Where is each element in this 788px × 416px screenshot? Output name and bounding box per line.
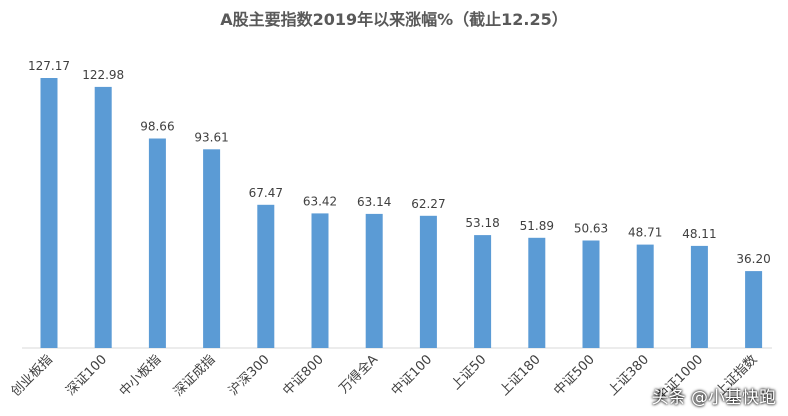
category-label: 中证800: [280, 352, 327, 399]
bar: [40, 78, 58, 348]
data-label: 48.71: [628, 226, 662, 240]
data-label: 62.27: [411, 197, 445, 211]
category-label: 创业板指: [8, 352, 55, 399]
bars-layer: [40, 78, 763, 349]
category-label: 沪深300: [225, 352, 272, 399]
bar: [582, 240, 600, 348]
data-label: 63.42: [303, 194, 337, 208]
category-label: 深证100: [63, 352, 110, 399]
bar: [528, 237, 546, 348]
data-label: 122.98: [82, 68, 124, 82]
data-label: 51.89: [520, 219, 554, 233]
data-label: 48.11: [682, 227, 716, 241]
bar: [148, 138, 166, 348]
value-labels-layer: 127.17 122.98 98.66 93.61 67.47 63.42 63.14 62.…: [28, 59, 771, 266]
data-label: 36.20: [736, 252, 770, 266]
bar: [690, 245, 708, 348]
data-label: 98.66: [140, 120, 174, 134]
category-label: 深证成指: [171, 352, 218, 399]
bar: [636, 244, 654, 348]
data-label: 67.47: [249, 186, 283, 200]
data-label: 63.14: [357, 195, 391, 209]
category-label: 中证500: [551, 352, 598, 399]
category-label: 上证180: [497, 352, 544, 399]
bar: [419, 215, 437, 348]
bar: [257, 204, 275, 348]
category-label: 上证380: [605, 352, 652, 399]
category-label: 中小板指: [117, 352, 164, 399]
bar: [94, 86, 112, 349]
data-label: 53.18: [465, 216, 499, 230]
category-labels-layer: 创业板指 深证100 中小板指 深证成指 沪深300 中证800 万得全A 中证100 上证50…: [8, 351, 760, 404]
data-label: 50.63: [574, 222, 608, 236]
data-label: 93.61: [194, 130, 228, 144]
watermark: 头条 @小基快跑: [651, 388, 776, 408]
bar: [365, 213, 383, 348]
bar: [745, 271, 763, 348]
category-label: 万得全A: [336, 351, 381, 396]
category-label: 上证50: [449, 352, 490, 393]
bar: [311, 213, 329, 348]
data-label: 127.17: [28, 59, 70, 73]
bar: [474, 235, 492, 348]
bar: [203, 149, 221, 348]
category-label: 中证100: [389, 352, 436, 399]
chart-title: A股主要指数2019年以来涨幅%（截止12.25）: [220, 10, 568, 29]
